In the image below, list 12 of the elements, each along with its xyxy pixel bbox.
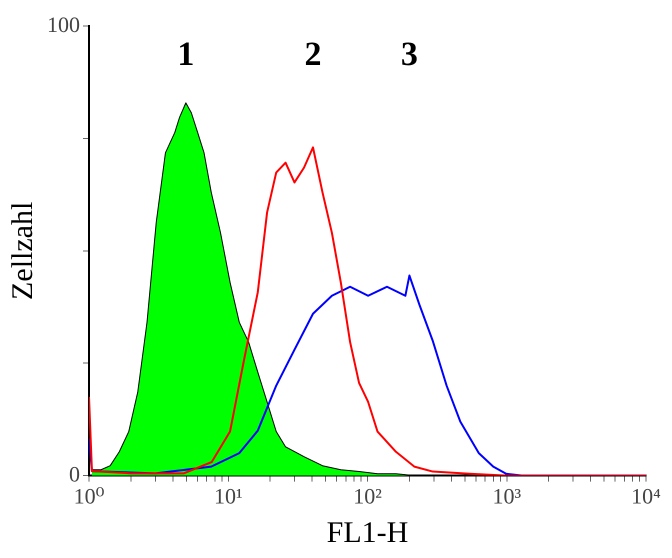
annotation: 1 <box>177 36 194 73</box>
y-tick-label: 100 <box>47 12 80 37</box>
x-tick-label: 10⁴ <box>631 484 662 509</box>
x-axis-title: FL1-H <box>326 516 408 549</box>
y-axis-title: Zellzahl <box>6 202 39 300</box>
y-tick-label: 0 <box>69 461 80 486</box>
x-tick-label: 10³ <box>492 484 522 509</box>
annotation: 2 <box>304 36 322 73</box>
x-tick-label: 10⁰ <box>74 484 105 509</box>
annotation: 3 <box>400 36 418 73</box>
x-tick-label: 10¹ <box>214 484 243 509</box>
x-tick-label: 10² <box>353 484 382 509</box>
